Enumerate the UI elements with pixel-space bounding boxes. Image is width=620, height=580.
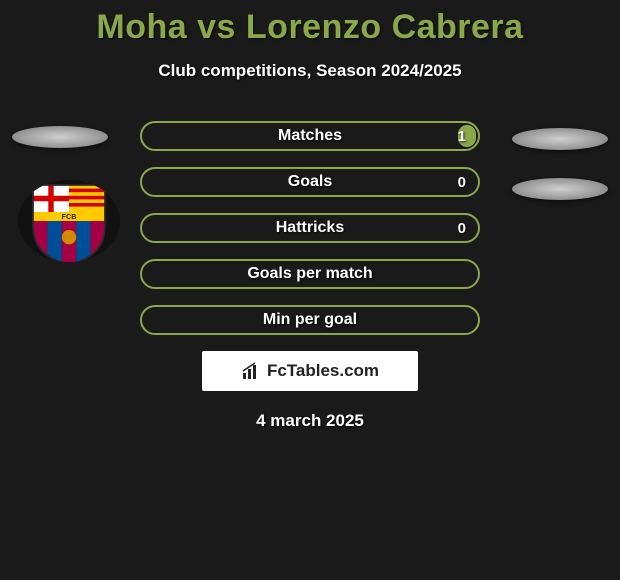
- stat-value-right: 0: [458, 220, 466, 237]
- page-title: Moha vs Lorenzo Cabrera: [0, 0, 620, 47]
- stat-value-right: 1: [458, 128, 466, 145]
- stat-label: Hattricks: [276, 219, 344, 237]
- subtitle: Club competitions, Season 2024/2025: [0, 61, 620, 81]
- stat-label: Goals: [288, 173, 332, 191]
- stat-label: Matches: [278, 127, 342, 145]
- fctables-logo[interactable]: FcTables.com: [202, 351, 418, 391]
- stat-label: Goals per match: [247, 265, 372, 283]
- logo-text: FcTables.com: [267, 361, 379, 381]
- stat-row-goals-per-match: Goals per match: [140, 259, 480, 289]
- stat-row-min-per-goal: Min per goal: [140, 305, 480, 335]
- stat-value-right: 0: [458, 174, 466, 191]
- date-label: 4 march 2025: [0, 411, 620, 431]
- stat-row-hattricks: Hattricks 0: [140, 213, 480, 243]
- stats-container: Matches 1 Goals 0 Hattricks 0 Goals per …: [0, 121, 620, 431]
- bar-chart-icon: [241, 361, 261, 381]
- stat-row-goals: Goals 0: [140, 167, 480, 197]
- stat-label: Min per goal: [263, 311, 357, 329]
- stat-row-matches: Matches 1: [140, 121, 480, 151]
